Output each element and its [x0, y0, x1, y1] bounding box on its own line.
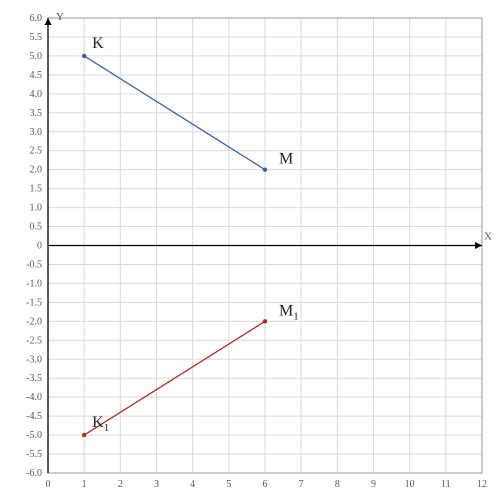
- xy-chart: 0123456789101112-6.0-5.5-5.0-4.5-4.0-3.5…: [0, 0, 500, 503]
- y-tick-label: -5.5: [26, 449, 42, 460]
- y-tick-label: -2.0: [26, 316, 42, 327]
- y-tick-label: 1.5: [30, 184, 43, 195]
- point-label-K: K: [92, 35, 104, 52]
- x-tick-label: 7: [299, 479, 304, 490]
- y-tick-label: 0: [37, 241, 42, 252]
- y-tick-label: 5.0: [30, 51, 43, 62]
- x-axis-label: X: [484, 231, 492, 243]
- x-tick-label: 1: [82, 479, 87, 490]
- point-M1: [263, 319, 267, 323]
- y-tick-label: 1.0: [30, 203, 43, 214]
- x-tick-label: 9: [371, 479, 376, 490]
- y-tick-label: 4.0: [30, 89, 43, 100]
- y-tick-label: -2.5: [26, 335, 42, 346]
- x-tick-label: 3: [154, 479, 159, 490]
- y-tick-label: -3.5: [26, 373, 42, 384]
- y-tick-label: -5.0: [26, 430, 42, 441]
- y-tick-label: -3.0: [26, 354, 42, 365]
- y-tick-label: -4.5: [26, 411, 42, 422]
- x-tick-label: 6: [263, 479, 268, 490]
- y-tick-label: 4.5: [30, 70, 43, 81]
- y-tick-label: 6.0: [30, 13, 43, 24]
- y-tick-label: 2.0: [30, 165, 43, 176]
- x-tick-label: 0: [46, 479, 51, 490]
- y-axis-label: Y: [56, 11, 64, 23]
- x-tick-label: 5: [226, 479, 231, 490]
- y-tick-label: -0.5: [26, 259, 42, 270]
- y-tick-label: 5.5: [30, 32, 43, 43]
- point-label-M: M: [279, 151, 293, 168]
- x-tick-label: 12: [477, 479, 487, 490]
- point-K: [82, 54, 86, 58]
- x-tick-label: 8: [335, 479, 340, 490]
- point-K1: [82, 433, 86, 437]
- y-tick-label: 3.0: [30, 127, 43, 138]
- point-M: [263, 167, 267, 171]
- x-tick-label: 11: [441, 479, 451, 490]
- x-tick-label: 10: [405, 479, 415, 490]
- y-tick-label: -6.0: [26, 468, 42, 479]
- y-tick-label: -1.0: [26, 278, 42, 289]
- y-tick-label: -1.5: [26, 297, 42, 308]
- y-tick-label: 2.5: [30, 146, 43, 157]
- x-tick-label: 4: [190, 479, 195, 490]
- y-tick-label: 0.5: [30, 222, 43, 233]
- x-tick-label: 2: [118, 479, 123, 490]
- y-tick-label: -4.0: [26, 392, 42, 403]
- y-tick-label: 3.5: [30, 108, 43, 119]
